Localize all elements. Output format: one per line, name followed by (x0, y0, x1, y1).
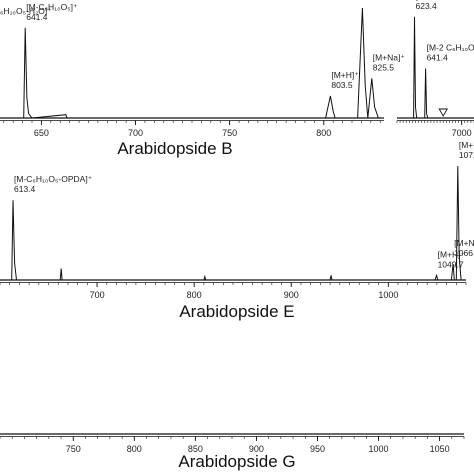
x-tick-label: 650 (34, 128, 49, 138)
peak-mz-label: 1071.6 (459, 150, 474, 160)
peak-ion-label: [M+H]⁺ (331, 70, 359, 80)
peak-mz-label: 641.4 (26, 12, 48, 22)
panel-title: Arabidopside E (179, 302, 294, 321)
peak-ion-label: [M+H]⁺ (438, 249, 466, 259)
x-tick-label: 800 (187, 290, 202, 300)
peak-mz-label: 1049.7 (438, 259, 464, 269)
peak-ion-label: [M+Na]⁺ (459, 140, 474, 150)
panel-title: Arabidopside B (117, 139, 232, 158)
peak-ion-label: [M+NH₄]⁺ (454, 238, 474, 248)
peak-ion-label: [M-2 C₆H₁₀O₅]⁺ (427, 43, 474, 53)
peak-ion-label: [M+Na]⁺ (373, 52, 406, 62)
spectrum-trace (397, 16, 474, 119)
panel-arabidopside-b: 650 700 750 800 [M-C₆H₁₀O₅]⁺641.4 [M+H]⁺803.5… (0, 0, 405, 158)
x-tick-label: 750 (66, 444, 81, 454)
peak-mz-label: 613.4 (14, 184, 36, 194)
x-tick-label: 900 (249, 444, 264, 454)
x-tick-label: 800 (316, 128, 331, 138)
x-tick-label: 850 (188, 444, 203, 454)
x-tick-label: 7000 (452, 128, 472, 138)
peak-mz-label: 820.5 (363, 0, 385, 2)
peak-mz-label: 623.4 (415, 1, 437, 11)
peak-ion-label: [M-C₆H₁₀O₅-OPDA]⁺ (14, 174, 93, 184)
panel-title: Arabidopside G (178, 452, 295, 471)
x-tick-label: 800 (127, 444, 142, 454)
peak-ion-label: [M-2 C₆H₁₀O₅-H (415, 0, 474, 1)
x-tick-label: 1000 (369, 444, 389, 454)
precursor-marker-triangle (438, 108, 448, 117)
x-tick-label: 700 (90, 290, 105, 300)
x-tick-label: 900 (284, 290, 299, 300)
peak-mz-label: 641.4 (427, 53, 449, 63)
peak-ion-label-top: ₆H₁₀O₅-H₂O]⁺ (0, 6, 52, 16)
panel-arabidopside-g: 750 800 850 900 950 1000 1050 Arabidopside G (0, 433, 465, 471)
x-tick-label: 700 (128, 128, 143, 138)
peak-mz-label: 1066.7 (454, 248, 474, 258)
peak-mz-label: 803.5 (331, 80, 353, 90)
peak-ion-label: [M-C₆H₁₀O₅]⁺ (26, 2, 78, 12)
x-tick-label: 750 (222, 128, 237, 138)
spectrum-trace (0, 7, 384, 119)
panel-arabidopside-b-inset: 7000 [M-2 C₆H₁₀O₅-H623.4 [M-2 C₆H₁₀O₅]⁺641… (396, 0, 474, 138)
panel-arabidopside-e: 700 800 900 1000 [M-C₆H₁₀O₅-OPDA]⁺613.4 [M+H]… (0, 140, 474, 321)
peak-mz-label: 825.5 (373, 62, 395, 72)
spectrum-trace (0, 165, 466, 281)
x-tick-label: 1000 (378, 290, 398, 300)
x-tick-label: 950 (310, 444, 325, 454)
x-tick-label: 1050 (430, 444, 450, 454)
